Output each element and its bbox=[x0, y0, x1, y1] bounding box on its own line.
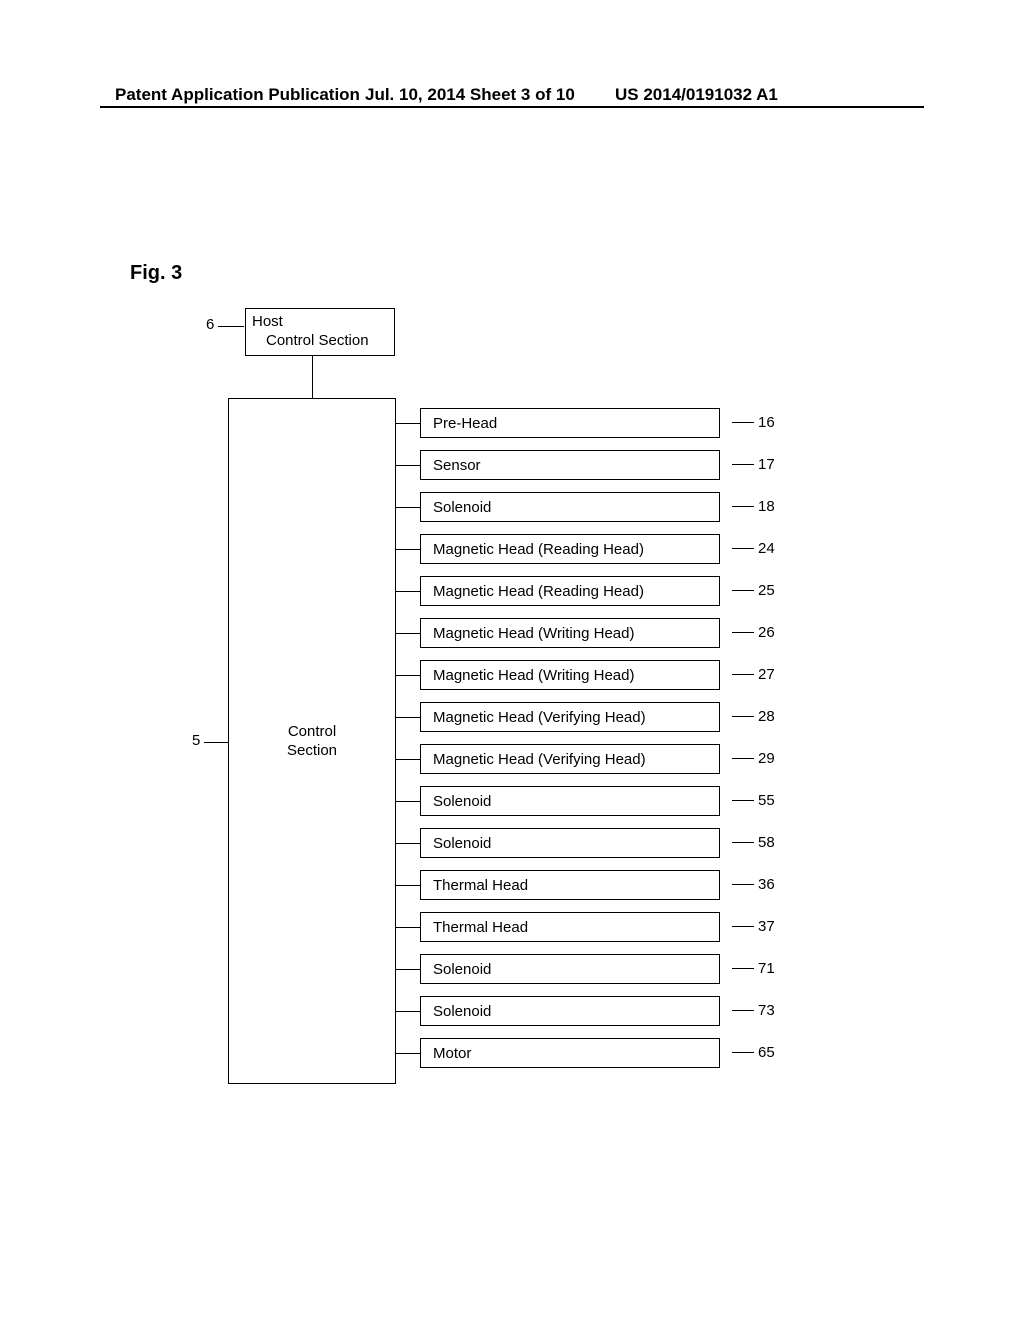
connector-control-to-component bbox=[396, 969, 420, 970]
component-box: Sensor bbox=[420, 450, 720, 480]
component-leader bbox=[732, 464, 754, 477]
component-box: Solenoid bbox=[420, 954, 720, 984]
control-ref-number: 5 bbox=[192, 732, 200, 749]
host-line2: Control Section bbox=[252, 332, 388, 351]
connector-control-to-component bbox=[396, 1053, 420, 1054]
connector-control-to-component bbox=[396, 927, 420, 928]
component-leader bbox=[732, 422, 754, 435]
component-box: Magnetic Head (Writing Head) bbox=[420, 618, 720, 648]
connector-control-to-component bbox=[396, 633, 420, 634]
component-box: Magnetic Head (Writing Head) bbox=[420, 660, 720, 690]
component-ref-number: 71 bbox=[758, 960, 775, 977]
control-leader bbox=[204, 742, 228, 755]
component-box: Motor bbox=[420, 1038, 720, 1068]
component-ref-number: 65 bbox=[758, 1044, 775, 1061]
host-leader bbox=[218, 326, 244, 339]
component-leader bbox=[732, 926, 754, 939]
component-leader bbox=[732, 674, 754, 687]
component-box: Magnetic Head (Reading Head) bbox=[420, 576, 720, 606]
page: Patent Application Publication Jul. 10, … bbox=[0, 0, 1024, 1320]
component-leader bbox=[732, 758, 754, 771]
connector-control-to-component bbox=[396, 717, 420, 718]
component-label: Solenoid bbox=[433, 1003, 491, 1020]
component-ref-number: 17 bbox=[758, 456, 775, 473]
component-box: Solenoid bbox=[420, 828, 720, 858]
component-ref-number: 28 bbox=[758, 708, 775, 725]
component-label: Solenoid bbox=[433, 961, 491, 978]
connector-control-to-component bbox=[396, 591, 420, 592]
connector-control-to-component bbox=[396, 675, 420, 676]
connector-control-to-component bbox=[396, 465, 420, 466]
connector-control-to-component bbox=[396, 843, 420, 844]
component-label: Magnetic Head (Verifying Head) bbox=[433, 751, 646, 768]
component-box: Thermal Head bbox=[420, 870, 720, 900]
component-label: Solenoid bbox=[433, 793, 491, 810]
host-line1: Host bbox=[252, 313, 388, 332]
header-rule bbox=[100, 106, 924, 108]
component-ref-number: 25 bbox=[758, 582, 775, 599]
component-ref-number: 16 bbox=[758, 414, 775, 431]
conn-host-to-control bbox=[312, 356, 313, 398]
component-leader bbox=[732, 716, 754, 729]
control-line1: Control bbox=[287, 722, 337, 742]
host-ref-number: 6 bbox=[206, 316, 214, 333]
component-label: Solenoid bbox=[433, 499, 491, 516]
component-ref-number: 29 bbox=[758, 750, 775, 767]
component-ref-number: 58 bbox=[758, 834, 775, 851]
component-leader bbox=[732, 1052, 754, 1065]
component-label: Thermal Head bbox=[433, 919, 528, 936]
component-ref-number: 55 bbox=[758, 792, 775, 809]
component-ref-number: 37 bbox=[758, 918, 775, 935]
component-box: Solenoid bbox=[420, 492, 720, 522]
host-control-section-box: Host Control Section bbox=[245, 308, 395, 356]
connector-control-to-component bbox=[396, 885, 420, 886]
component-label: Magnetic Head (Reading Head) bbox=[433, 583, 644, 600]
component-box: Solenoid bbox=[420, 786, 720, 816]
component-label: Magnetic Head (Reading Head) bbox=[433, 541, 644, 558]
component-label: Magnetic Head (Writing Head) bbox=[433, 667, 634, 684]
component-box: Magnetic Head (Verifying Head) bbox=[420, 702, 720, 732]
component-label: Thermal Head bbox=[433, 877, 528, 894]
connector-control-to-component bbox=[396, 759, 420, 760]
connector-control-to-component bbox=[396, 801, 420, 802]
connector-control-to-component bbox=[396, 549, 420, 550]
component-label: Sensor bbox=[433, 457, 481, 474]
component-ref-number: 36 bbox=[758, 876, 775, 893]
component-label: Solenoid bbox=[433, 835, 491, 852]
component-box: Magnetic Head (Verifying Head) bbox=[420, 744, 720, 774]
component-leader bbox=[732, 548, 754, 561]
component-leader bbox=[732, 1010, 754, 1023]
component-ref-number: 18 bbox=[758, 498, 775, 515]
connector-control-to-component bbox=[396, 1011, 420, 1012]
component-label: Magnetic Head (Writing Head) bbox=[433, 625, 634, 642]
component-box: Magnetic Head (Reading Head) bbox=[420, 534, 720, 564]
component-leader bbox=[732, 800, 754, 813]
component-ref-number: 73 bbox=[758, 1002, 775, 1019]
component-box: Solenoid bbox=[420, 996, 720, 1026]
connector-control-to-component bbox=[396, 423, 420, 424]
component-box: Thermal Head bbox=[420, 912, 720, 942]
component-label: Magnetic Head (Verifying Head) bbox=[433, 709, 646, 726]
component-ref-number: 26 bbox=[758, 624, 775, 641]
component-box: Pre-Head bbox=[420, 408, 720, 438]
component-leader bbox=[732, 506, 754, 519]
figure-label: Fig. 3 bbox=[130, 262, 182, 285]
component-ref-number: 24 bbox=[758, 540, 775, 557]
component-leader bbox=[732, 968, 754, 981]
component-leader bbox=[732, 884, 754, 897]
header-left: Patent Application Publication bbox=[115, 85, 360, 105]
component-leader bbox=[732, 590, 754, 603]
component-leader bbox=[732, 632, 754, 645]
component-ref-number: 27 bbox=[758, 666, 775, 683]
component-leader bbox=[732, 842, 754, 855]
control-section-box: Control Section bbox=[228, 398, 396, 1084]
control-line2: Section bbox=[287, 741, 337, 761]
connector-control-to-component bbox=[396, 507, 420, 508]
header-center: Jul. 10, 2014 Sheet 3 of 10 bbox=[365, 85, 575, 105]
component-label: Motor bbox=[433, 1045, 471, 1062]
header-right: US 2014/0191032 A1 bbox=[615, 85, 778, 105]
component-label: Pre-Head bbox=[433, 415, 497, 432]
